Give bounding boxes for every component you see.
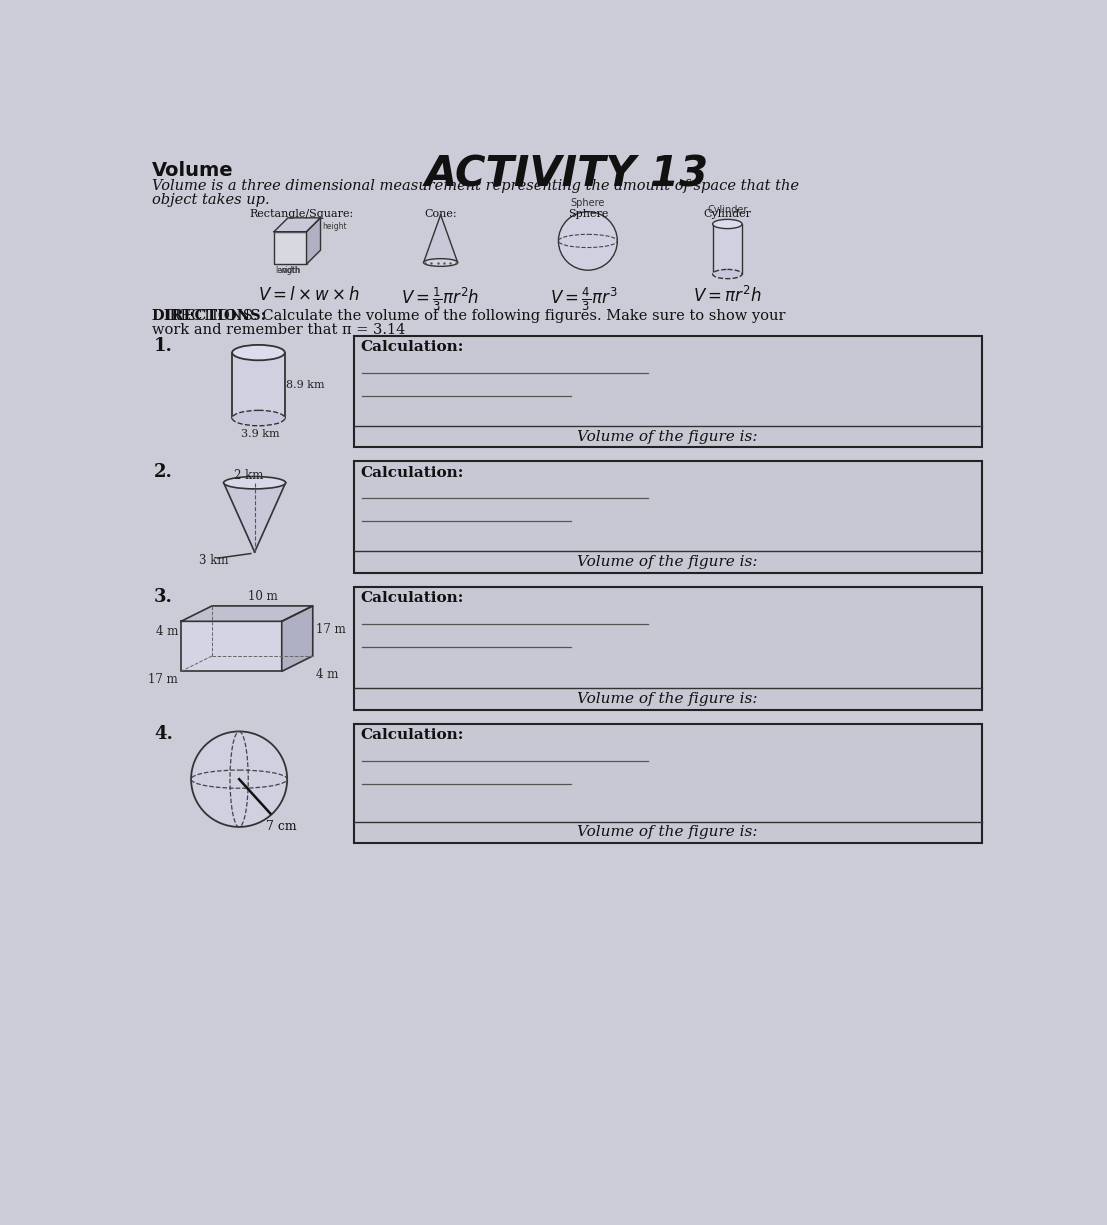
Text: Volume of the figure is:: Volume of the figure is: bbox=[578, 555, 758, 570]
Bar bbox=[354, 336, 982, 447]
Text: Sphere: Sphere bbox=[571, 197, 606, 208]
Text: 4.: 4. bbox=[154, 725, 173, 744]
Ellipse shape bbox=[232, 345, 284, 360]
Text: Cone:: Cone: bbox=[424, 208, 457, 218]
Ellipse shape bbox=[424, 258, 457, 266]
Text: Volume is a three dimensional measurement representing the amount of space that : Volume is a three dimensional measuremen… bbox=[153, 179, 799, 194]
Polygon shape bbox=[282, 606, 313, 671]
Text: Sphere: Sphere bbox=[568, 208, 608, 218]
Text: 1.: 1. bbox=[154, 337, 173, 355]
Bar bbox=[354, 724, 982, 843]
Text: 4 m: 4 m bbox=[315, 668, 339, 681]
Text: 3.9 km: 3.9 km bbox=[240, 429, 279, 439]
Text: Calculation:: Calculation: bbox=[360, 466, 464, 480]
Text: Cylinder: Cylinder bbox=[707, 205, 747, 214]
Polygon shape bbox=[424, 214, 457, 262]
Text: Volume of the figure is:: Volume of the figure is: bbox=[578, 692, 758, 706]
Text: 4 m: 4 m bbox=[155, 625, 178, 638]
Text: $V = l \times w \times h$: $V = l \times w \times h$ bbox=[258, 285, 360, 304]
Text: object takes up.: object takes up. bbox=[153, 194, 270, 207]
Text: Rectangle/Square:: Rectangle/Square: bbox=[249, 208, 353, 218]
Polygon shape bbox=[275, 218, 321, 232]
Text: $V = \frac{1}{3}\pi r^2 h$: $V = \frac{1}{3}\pi r^2 h$ bbox=[402, 285, 479, 314]
Bar bbox=[354, 461, 982, 573]
Text: 17 m: 17 m bbox=[148, 673, 178, 686]
Ellipse shape bbox=[224, 477, 286, 489]
Text: 3 km: 3 km bbox=[199, 554, 228, 566]
Text: $V = \frac{4}{3}\pi r^3$: $V = \frac{4}{3}\pi r^3$ bbox=[550, 285, 618, 314]
Bar bbox=[232, 353, 284, 418]
Text: Volume of the figure is:: Volume of the figure is: bbox=[578, 826, 758, 839]
Text: Calculation:: Calculation: bbox=[360, 729, 464, 742]
Text: 3.: 3. bbox=[154, 588, 173, 606]
Text: Cylinder: Cylinder bbox=[703, 208, 752, 218]
Text: ACTIVITY 13: ACTIVITY 13 bbox=[425, 153, 708, 195]
Text: Calculation:: Calculation: bbox=[360, 341, 464, 354]
Text: DIRECTIONS:: DIRECTIONS: bbox=[153, 309, 271, 322]
Text: 7 cm: 7 cm bbox=[266, 820, 297, 833]
Text: 2 km: 2 km bbox=[234, 469, 263, 481]
Text: Calculation:: Calculation: bbox=[360, 592, 464, 605]
Bar bbox=[182, 621, 282, 671]
Text: height: height bbox=[322, 222, 346, 230]
Text: 2.: 2. bbox=[154, 463, 173, 480]
Text: DIRECTIONS: Calculate the volume of the following figures. Make sure to show you: DIRECTIONS: Calculate the volume of the … bbox=[153, 309, 786, 322]
Text: width: width bbox=[280, 266, 301, 274]
Ellipse shape bbox=[192, 731, 287, 827]
Text: 8.9 km: 8.9 km bbox=[287, 380, 325, 390]
Text: 10 m: 10 m bbox=[248, 590, 277, 603]
Ellipse shape bbox=[713, 270, 742, 278]
Ellipse shape bbox=[713, 219, 742, 229]
Ellipse shape bbox=[232, 410, 284, 426]
Polygon shape bbox=[182, 606, 313, 621]
Bar bbox=[275, 232, 307, 265]
Text: Volume: Volume bbox=[153, 160, 234, 180]
Bar bbox=[713, 224, 742, 274]
Text: Volume of the figure is:: Volume of the figure is: bbox=[578, 430, 758, 443]
Text: work and remember that π = 3.14: work and remember that π = 3.14 bbox=[153, 322, 405, 337]
Text: $V = \pi r^2 h$: $V = \pi r^2 h$ bbox=[693, 285, 762, 306]
Polygon shape bbox=[307, 218, 321, 265]
Text: length: length bbox=[276, 266, 300, 274]
Ellipse shape bbox=[558, 212, 618, 271]
Polygon shape bbox=[224, 483, 286, 552]
Bar bbox=[354, 587, 982, 709]
Text: 17 m: 17 m bbox=[315, 622, 345, 636]
